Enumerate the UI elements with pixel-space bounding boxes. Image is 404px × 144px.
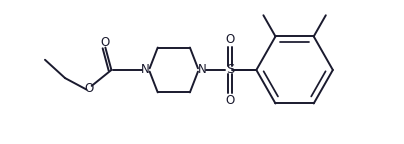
Text: O: O [101, 36, 110, 49]
Text: S: S [226, 64, 234, 76]
Text: N: N [141, 64, 150, 76]
Text: N: N [198, 64, 206, 76]
Text: O: O [225, 94, 235, 107]
Text: O: O [85, 82, 94, 95]
Text: O: O [225, 33, 235, 46]
